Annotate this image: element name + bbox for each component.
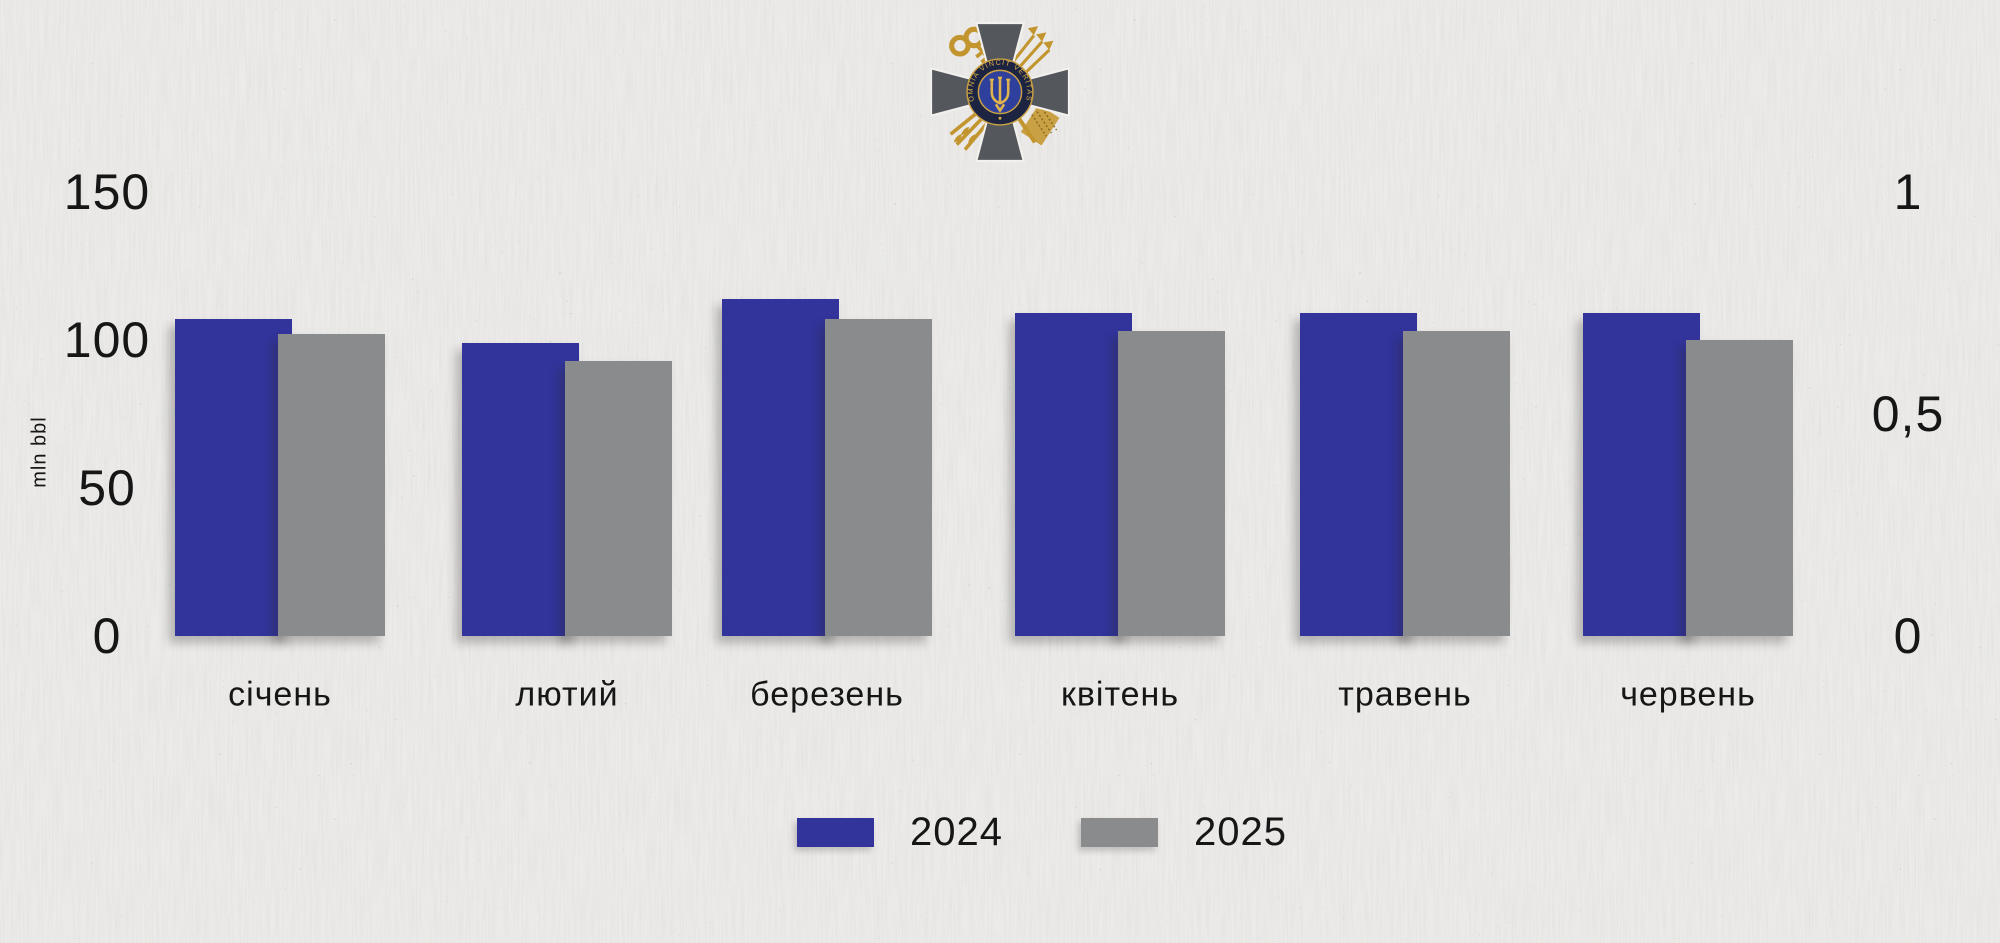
legend-item-2025: 2025 [1080, 810, 1287, 855]
bar-2024-січень [175, 319, 292, 636]
bar-2024-квітень [1015, 313, 1132, 636]
x-axis-label-квітень: квітень [1060, 675, 1180, 714]
right-axis-tick-1: 1 [1893, 164, 1923, 220]
left-axis-unit-label: mln bbl [28, 416, 51, 488]
x-axis-label-березень: березень [750, 675, 904, 714]
bar-2025-березень [825, 319, 932, 636]
chart-legend: 2024 2025 [797, 810, 1287, 855]
x-axis-label-червень: червень [1620, 675, 1756, 714]
bar-2024-лютий [462, 343, 579, 636]
emblem-ring-dot [998, 116, 1002, 120]
right-axis-tick-0: 0 [1893, 608, 1923, 664]
x-axis-label-січень: січень [228, 675, 332, 714]
legend-swatch-2024 [797, 818, 874, 847]
left-axis-tick-50: 50 [78, 460, 136, 516]
x-axis-label-травень: травень [1338, 675, 1472, 714]
bar-2025-лютий [565, 361, 672, 636]
bar-2025-січень [278, 334, 385, 636]
x-axis-label-лютий: лютий [515, 675, 619, 714]
left-axis-tick-150: 150 [63, 164, 151, 220]
left-axis-tick-0: 0 [92, 608, 122, 664]
bar-2025-квітень [1118, 331, 1225, 636]
right-axis-tick-0,5: 0,5 [1871, 386, 1945, 442]
bar-2024-березень [722, 299, 839, 636]
legend-swatch-2025 [1080, 818, 1158, 847]
left-axis-tick-100: 100 [63, 312, 151, 368]
legend-label-2025: 2025 [1193, 810, 1287, 854]
bar-2025-травень [1403, 331, 1510, 636]
bar-2024-червень [1583, 313, 1700, 636]
legend-label-2024: 2024 [910, 810, 1003, 854]
bar-2024-травень [1300, 313, 1417, 636]
legend-item-2024: 2024 [797, 810, 1003, 855]
bar-2025-червень [1686, 340, 1793, 636]
intelligence-service-emblem: OMNIA VINCIT VERITAS [930, 22, 1070, 162]
